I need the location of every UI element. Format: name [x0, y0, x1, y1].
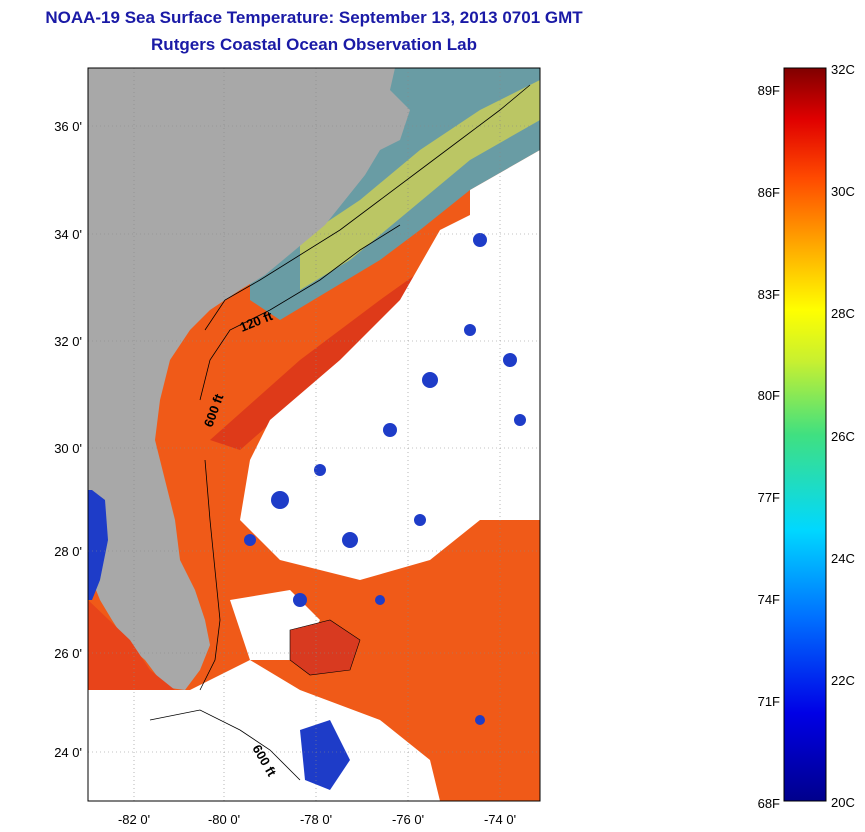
f-label: 86F: [758, 185, 780, 200]
lat-label: 36 0': [54, 119, 82, 134]
cloud-mask: [88, 150, 540, 801]
land-southeast-us: [88, 68, 410, 690]
lon-label: -76 0': [392, 812, 424, 827]
map-frame: [87, 67, 541, 802]
lat-label: 26 0': [54, 646, 82, 661]
c-label: 22C: [831, 673, 855, 688]
longitude-labels: -82 0' -80 0' -78 0' -76 0' -74 0': [118, 812, 516, 827]
isobath-600ft: [199, 224, 401, 401]
map-title: NOAA-19 Sea Surface Temperature: Septemb…: [45, 8, 583, 27]
lat-label: 34 0': [54, 227, 82, 242]
color-scale: 89F 86F 83F 80F 77F 74F 71F 68F 32C 30C …: [758, 62, 855, 811]
f-label: 77F: [758, 490, 780, 505]
lon-label: -74 0': [484, 812, 516, 827]
sst-map: 120 ft 600 ft 600 ft 36 0' 34 0' 32 0' 3…: [54, 67, 541, 827]
f-label: 74F: [758, 592, 780, 607]
gulf-warm: [88, 600, 175, 690]
lon-label: -82 0': [118, 812, 150, 827]
bahamas-bank: [289, 619, 361, 676]
isobath-600ft-straits: [149, 709, 301, 781]
c-label: 20C: [831, 795, 855, 810]
isobath-120ft: [204, 84, 531, 331]
f-label: 89F: [758, 83, 780, 98]
c-label: 24C: [831, 551, 855, 566]
color-scale-bar: [783, 67, 827, 802]
frontal-zone: [300, 80, 540, 290]
lon-label: -78 0': [300, 812, 332, 827]
celsius-labels: 32C 30C 28C 26C 24C 22C 20C: [831, 62, 855, 810]
latitude-labels: 36 0' 34 0' 32 0' 30 0' 28 0' 26 0' 24 0…: [54, 119, 82, 760]
c-label: 26C: [831, 429, 855, 444]
c-label: 32C: [831, 62, 855, 77]
c-label: 28C: [831, 306, 855, 321]
f-label: 68F: [758, 796, 780, 811]
map-subtitle: Rutgers Coastal Ocean Observation Lab: [151, 35, 477, 54]
fahrenheit-labels: 89F 86F 83F 80F 77F 74F 71F 68F: [758, 83, 780, 811]
gulf-stream-core: [210, 160, 540, 450]
bahamas-cool: [300, 720, 350, 790]
graticule: [88, 68, 540, 801]
lon-label: -80 0': [208, 812, 240, 827]
lat-label: 28 0': [54, 544, 82, 559]
c-label: 30C: [831, 184, 855, 199]
f-label: 71F: [758, 694, 780, 709]
gulf-coastal-cool: [88, 490, 108, 600]
isobath-600ft-florida: [199, 459, 221, 691]
lat-label: 32 0': [54, 334, 82, 349]
f-label: 80F: [758, 388, 780, 403]
lat-label: 24 0': [54, 745, 82, 760]
f-label: 83F: [758, 287, 780, 302]
lat-label: 30 0': [54, 441, 82, 456]
